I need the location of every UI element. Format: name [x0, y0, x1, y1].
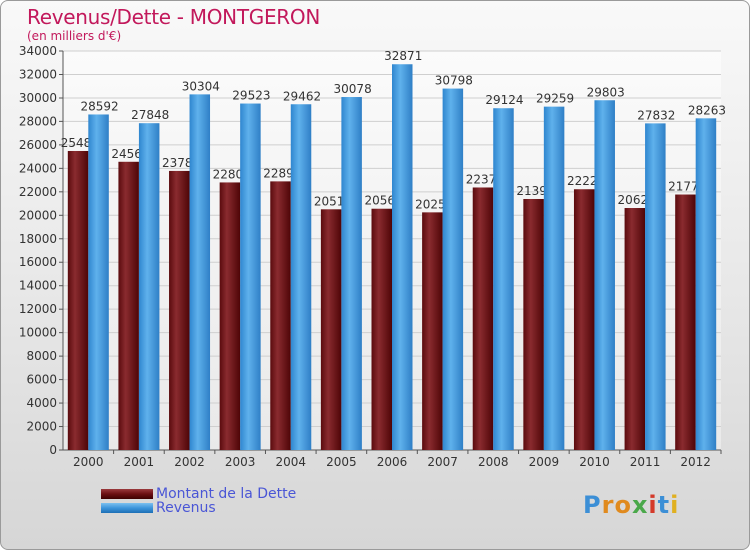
logo-letter: i — [670, 491, 680, 519]
bar-dette — [169, 170, 190, 451]
x-tick-label: 2000 — [73, 455, 104, 469]
data-label-dette: 2456 — [111, 147, 142, 161]
bar-dette — [219, 182, 241, 450]
logo-letter: i — [648, 491, 658, 519]
x-tick-label: 2008 — [478, 455, 509, 469]
data-label-dette: 2289 — [263, 166, 294, 180]
data-label-dette: 2025 — [415, 197, 446, 211]
y-tick-label: 8000 — [26, 349, 57, 363]
legend-label-dette: Montant de la Dette — [156, 486, 297, 502]
y-tick-label: 6000 — [26, 373, 57, 387]
legend-swatch-dette — [101, 489, 153, 499]
x-tick-label: 2001 — [124, 455, 155, 469]
data-label-revenus: 27848 — [131, 108, 169, 122]
legend-label-revenus: Revenus — [156, 500, 216, 516]
bar-revenus — [88, 114, 109, 450]
data-label-revenus: 30304 — [182, 79, 220, 93]
data-label-dette: 2548 — [61, 136, 92, 150]
data-label-revenus: 27832 — [637, 108, 675, 122]
chart-subtitle: (en milliers d'€) — [27, 29, 122, 43]
bar-revenus — [341, 97, 362, 451]
data-label-revenus: 29259 — [536, 92, 574, 106]
bar-revenus — [695, 118, 717, 451]
x-tick-label: 2004 — [275, 455, 306, 469]
x-tick-label: 2011 — [630, 455, 661, 469]
bar-revenus — [392, 64, 413, 450]
x-tick-label: 2003 — [225, 455, 256, 469]
bar-dette — [118, 161, 139, 450]
data-label-dette: 2280 — [213, 167, 244, 181]
data-label-dette: 2051 — [314, 194, 345, 208]
bar-dette — [320, 209, 342, 450]
data-label-dette: 2062 — [618, 193, 649, 207]
y-tick-label: 12000 — [19, 302, 57, 316]
data-label-revenus: 32871 — [384, 49, 422, 63]
x-tick-label: 2002 — [174, 455, 205, 469]
bar-revenus — [543, 106, 565, 451]
data-label-revenus: 28263 — [688, 103, 726, 117]
y-tick-label: 34000 — [19, 44, 57, 58]
data-label-revenus: 28592 — [80, 99, 118, 113]
y-tick-label: 0 — [49, 443, 57, 457]
logo-letter: x — [631, 491, 649, 519]
legend-swatch-revenus — [101, 503, 153, 513]
y-tick-label: 14000 — [19, 279, 57, 293]
bar-dette — [422, 212, 443, 450]
data-label-dette: 2237 — [466, 172, 497, 186]
bar-revenus — [290, 104, 312, 451]
x-tick-label: 2012 — [680, 455, 711, 469]
bar-dette — [472, 187, 494, 450]
x-tick-label: 2005 — [326, 455, 357, 469]
chart-title: Revenus/Dette - MONTGERON — [27, 5, 320, 29]
bar-revenus — [442, 88, 464, 450]
bar-dette — [523, 198, 544, 450]
y-tick-label: 24000 — [19, 161, 57, 175]
y-tick-label: 26000 — [19, 138, 57, 152]
bar-dette — [624, 208, 646, 450]
y-tick-label: 18000 — [19, 232, 57, 246]
x-tick-label: 2006 — [377, 455, 408, 469]
data-label-dette: 2056 — [364, 194, 395, 208]
bar-revenus — [594, 100, 615, 451]
data-label-revenus: 30078 — [334, 82, 372, 96]
data-label-revenus: 29462 — [283, 89, 321, 103]
y-tick-label: 32000 — [19, 67, 57, 81]
bar-dette — [270, 181, 291, 450]
data-label-dette: 2222 — [567, 174, 598, 188]
y-tick-label: 4000 — [26, 396, 57, 410]
data-label-revenus: 29124 — [485, 93, 523, 107]
bar-dette — [573, 189, 595, 450]
y-tick-label: 28000 — [19, 114, 57, 128]
bar-revenus — [240, 103, 261, 450]
logo-letter: t — [657, 491, 671, 519]
y-tick-label: 16000 — [19, 255, 57, 269]
logo-letter: P — [583, 491, 602, 519]
bar-dette — [67, 150, 89, 450]
x-tick-label: 2007 — [427, 455, 458, 469]
bar-revenus — [138, 123, 160, 450]
bar-dette — [371, 208, 392, 450]
bar-dette — [675, 194, 696, 450]
data-label-dette: 2139 — [516, 184, 547, 198]
x-tick-label: 2010 — [579, 455, 610, 469]
logo-letter: r — [601, 491, 615, 519]
y-tick-label: 20000 — [19, 208, 57, 222]
bar-revenus — [645, 123, 666, 450]
bar-revenus — [189, 94, 211, 450]
y-tick-label: 2000 — [26, 420, 57, 434]
data-label-revenus: 29803 — [587, 85, 625, 99]
y-tick-label: 22000 — [19, 185, 57, 199]
logo-letter: o — [614, 491, 632, 519]
data-label-dette: 2177 — [668, 180, 699, 194]
proxiti-logo: Proxiti — [583, 491, 679, 519]
data-label-revenus: 29523 — [232, 89, 270, 103]
y-tick-label: 30000 — [19, 91, 57, 105]
x-tick-label: 2009 — [529, 455, 560, 469]
bar-revenus — [493, 108, 514, 451]
data-label-dette: 2378 — [162, 156, 193, 170]
y-tick-label: 10000 — [19, 326, 57, 340]
data-label-revenus: 30798 — [435, 74, 473, 88]
